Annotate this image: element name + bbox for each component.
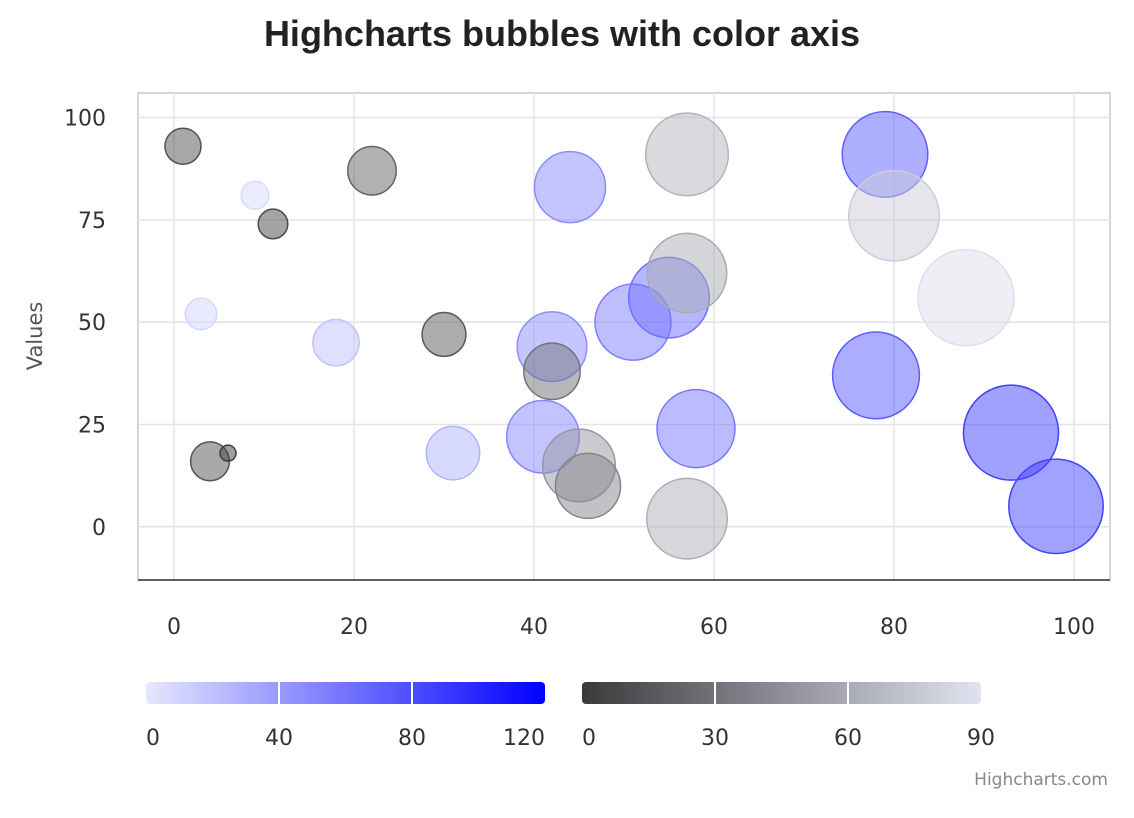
color-axis-0-tick-label: 40 bbox=[265, 726, 293, 751]
bubble-s0-p11[interactable] bbox=[831, 331, 921, 420]
y-tick-label: 25 bbox=[78, 413, 106, 438]
color-axis-1: 0 30 60 90 bbox=[582, 682, 995, 751]
bubble-s1-p8[interactable] bbox=[554, 452, 622, 520]
bubble-s1-p6[interactable] bbox=[523, 342, 581, 401]
x-tick-label: 100 bbox=[1053, 615, 1095, 640]
bubble-s1-p9[interactable] bbox=[644, 112, 730, 197]
color-axis-1-bar bbox=[582, 682, 981, 704]
x-tick-label: 40 bbox=[520, 615, 548, 640]
color-axis-1-tick-label: 60 bbox=[834, 726, 862, 751]
x-tick-label: 60 bbox=[700, 615, 728, 640]
bubble-s0-p9[interactable] bbox=[656, 388, 736, 469]
bubble-s0-p0[interactable] bbox=[240, 180, 270, 210]
y-tick-label: 75 bbox=[78, 209, 106, 234]
bubble-s0-p13[interactable] bbox=[1008, 458, 1104, 555]
bubble-s1-p10[interactable] bbox=[646, 232, 728, 314]
chart-title: Highcharts bubbles with color axis bbox=[264, 13, 860, 54]
bubble-s1-p12[interactable] bbox=[848, 169, 940, 262]
y-tick-label: 0 bbox=[92, 516, 106, 541]
y-axis-title: Values bbox=[23, 302, 47, 371]
bubble-s0-p1[interactable] bbox=[184, 297, 218, 331]
bubble-s1-p2[interactable] bbox=[347, 145, 397, 196]
bubble-s1-p0[interactable] bbox=[164, 127, 202, 165]
x-tick-label: 80 bbox=[880, 615, 908, 640]
y-tick-label: 100 bbox=[64, 107, 106, 132]
x-axis-ticks: 0 20 40 60 80 100 bbox=[167, 615, 1095, 640]
bubble-s0-p3[interactable] bbox=[425, 425, 481, 481]
bubble-s0-p2[interactable] bbox=[312, 318, 360, 367]
color-axis-1-tick-label: 0 bbox=[582, 726, 596, 751]
color-axis-1-tick-label: 90 bbox=[967, 726, 995, 751]
x-tick-label: 0 bbox=[167, 615, 181, 640]
bubble-series bbox=[164, 110, 1104, 560]
color-axis-0-tick-label: 120 bbox=[503, 726, 545, 751]
bubble-s1-p4[interactable] bbox=[219, 444, 237, 462]
color-axis-0-bar bbox=[146, 682, 545, 704]
bubble-s0-p12[interactable] bbox=[962, 384, 1060, 481]
bubble-s1-p5[interactable] bbox=[421, 311, 467, 358]
color-axis-0-tick-label: 0 bbox=[146, 726, 160, 751]
y-axis-ticks: 0 25 50 75 100 bbox=[64, 107, 106, 541]
x-tick-label: 20 bbox=[340, 615, 368, 640]
bubble-s0-p4[interactable] bbox=[533, 150, 607, 224]
color-axis-0-tick-label: 80 bbox=[398, 726, 426, 751]
credits-link[interactable]: Highcharts.com bbox=[974, 770, 1108, 790]
bubble-s1-p1[interactable] bbox=[257, 208, 289, 240]
bubble-s1-p13[interactable] bbox=[917, 248, 1015, 347]
y-tick-label: 50 bbox=[78, 311, 106, 336]
color-axis-1-tick-label: 30 bbox=[701, 726, 729, 751]
color-axis-0: 0 40 80 120 bbox=[146, 682, 545, 751]
bubble-s1-p11[interactable] bbox=[645, 477, 729, 560]
